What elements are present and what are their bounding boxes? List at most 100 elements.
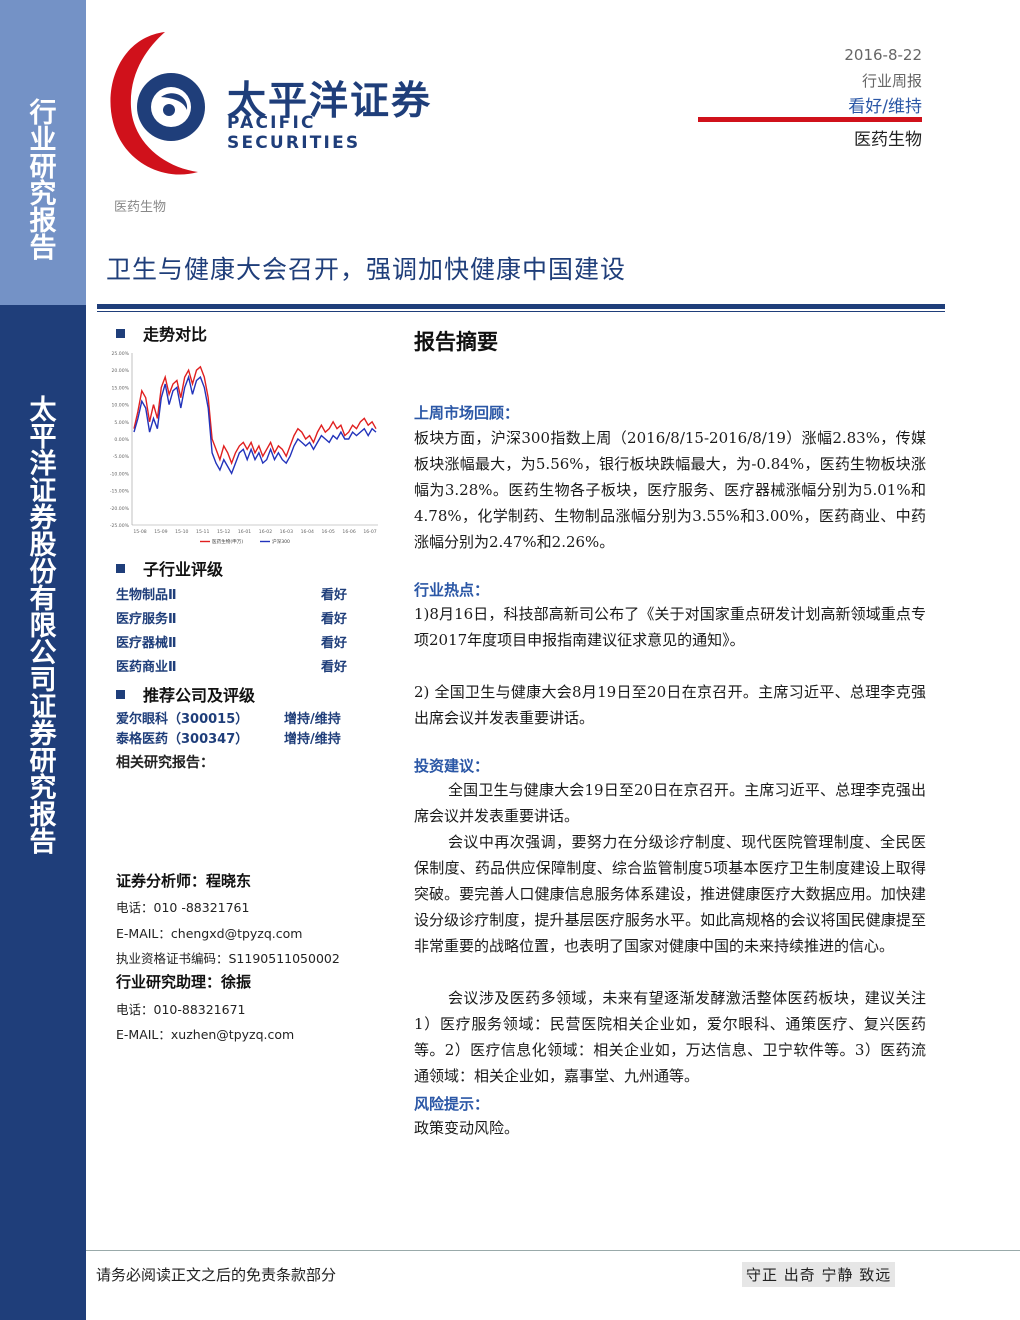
vertical-char: 究 <box>29 179 57 210</box>
hotspot-text-1: 1)8月16日，科技部高新司公布了《关于对国家重点研发计划高新领域重点专项201… <box>414 605 926 649</box>
vertical-char: 限 <box>29 611 57 642</box>
vertical-char: 有 <box>29 584 57 615</box>
analyst-email[interactable]: E-MAIL：chengxd@tpyzq.com <box>116 926 303 941</box>
industry-rating: 看好/维持 <box>848 97 922 117</box>
vertical-char: 平 <box>29 422 57 453</box>
trend-chart: 25.00% 20.00% 15.00% 10.00% 5.00% 0.00% -5.00%… <box>110 351 378 545</box>
y-tick-label: 25.00% <box>111 351 129 357</box>
x-tick-label: 15-11 <box>196 529 209 535</box>
vertical-company-name: 太平洋证券股份有限公司证券研究报告 <box>0 397 86 856</box>
investment-text-1: 全国卫生与健康大会19日至20日在京召开。主席习近平、总理李克强出席会议并发表重… <box>414 781 926 825</box>
chart-y-ticks: 25.00% 20.00% 15.00% 10.00% 5.00% 0.00% -5.00%… <box>110 351 130 529</box>
assistant-phone: 电话：010-88321671 <box>116 1002 246 1017</box>
recommended-heading: 推荐公司及评级 <box>116 682 255 706</box>
series-line-0 <box>133 365 377 466</box>
x-tick-label: 15-09 <box>154 529 167 535</box>
vertical-char: 证 <box>29 476 57 507</box>
y-tick-label: -10.00% <box>110 471 130 477</box>
vertical-char: 研 <box>29 152 57 183</box>
x-tick-label: 16-04 <box>301 529 314 535</box>
investment-text-3: 会议涉及医药多领域，未来有望逐渐发酵激活整体医药板块，建议关注1）医疗服务领域：… <box>414 989 926 1085</box>
vertical-char: 报 <box>29 800 57 831</box>
y-tick-label: 20.00% <box>111 368 129 374</box>
trend-heading: 走势对比 <box>116 321 207 345</box>
risk-text: 政策变动风险。 <box>414 1119 520 1137</box>
report-meta: 2016-8-22 行业周报 看好/维持 <box>844 42 922 120</box>
vertical-char: 研 <box>29 746 57 777</box>
report-kind: 行业周报 <box>861 72 922 90</box>
x-tick-label: 15-12 <box>217 529 230 535</box>
y-tick-label: 5.00% <box>114 420 129 426</box>
hotspot-text-2: 2) 全国卫生与健康大会8月19日至20日在京召开。主席习近平、总理李克强出席会… <box>414 683 926 727</box>
report-date: 2016-8-22 <box>844 46 922 64</box>
logo-chinese-text: 太平洋证券 <box>227 79 433 124</box>
vertical-report-type: 行业研究报告 <box>0 100 86 262</box>
vertical-char: 券 <box>29 719 57 750</box>
x-tick-label: 16-07 <box>363 529 376 535</box>
x-tick-label: 16-03 <box>280 529 293 535</box>
left-band-top <box>0 0 86 305</box>
x-tick-label: 16-01 <box>238 529 251 535</box>
vertical-char: 太 <box>29 395 57 426</box>
related-reports-label: 相关研究报告： <box>116 755 214 771</box>
investment-heading: 投资建议： <box>414 757 490 775</box>
analyst-name: 证券分析师：程晓东 <box>116 872 252 890</box>
y-tick-label: 10.00% <box>111 403 129 409</box>
sub-rating-row: 生物制品Ⅱ 看好 <box>116 588 348 603</box>
y-tick-label: -15.00% <box>110 489 130 495</box>
footer-motto: 守正 出奇 宁静 致远 <box>742 1262 896 1287</box>
sub-rating-row: 医疗器械Ⅱ 看好 <box>116 636 348 651</box>
assistant-email[interactable]: E-MAIL：xuzhen@tpyzq.com <box>116 1027 295 1042</box>
assistant-name: 行业研究助理：徐振 <box>116 973 252 991</box>
sub-rating-row: 医疗服务Ⅱ 看好 <box>116 612 348 627</box>
legend-label: 医药生物(申万) <box>212 538 243 545</box>
analyst-certificate: 执业资格证书编码：S1190511050002 <box>116 951 340 966</box>
market-review-text: 板块方面，沪深300指数上周（2016/8/15-2016/8/19）涨幅2.8… <box>414 429 926 551</box>
summary-title: 报告摘要 <box>414 329 498 354</box>
vertical-char: 报 <box>29 206 57 237</box>
x-tick-label: 16-05 <box>322 529 335 535</box>
x-tick-label: 16-06 <box>342 529 355 535</box>
sub-rating-row: 医药商业Ⅱ 看好 <box>116 660 348 675</box>
logo-emblem-icon <box>110 32 205 175</box>
x-tick-label: 16-02 <box>259 529 272 535</box>
investment-text-2: 会议中再次强调，要努力在分级诊疗制度、现代医院管理制度、全民医保制度、药品供应保… <box>414 833 926 955</box>
market-review-heading: 上周市场回顾： <box>414 404 520 422</box>
report-title: 卫生与健康大会召开，强调加快健康中国建设 <box>106 255 627 284</box>
y-tick-label: 15.00% <box>111 385 129 391</box>
chart-legend: 医药生物(申万) 沪深300 <box>200 538 290 545</box>
sector-label: 医药生物 <box>114 200 167 215</box>
sub-industry-heading: 子行业评级 <box>116 556 223 580</box>
company-row: 泰格医药（300347） 增持/维持 <box>116 732 341 747</box>
vertical-char: 业 <box>29 125 57 156</box>
legend-label: 沪深300 <box>272 538 290 545</box>
vertical-char: 行 <box>29 98 57 129</box>
chart-grid <box>131 353 378 526</box>
chart-lines <box>133 365 377 476</box>
vertical-char: 证 <box>29 692 57 723</box>
footer-disclaimer: 请务必阅读正文之后的免责条款部分 <box>96 1266 337 1284</box>
vertical-char: 股 <box>29 530 57 561</box>
vertical-char: 究 <box>29 773 57 804</box>
y-tick-label: -20.00% <box>110 506 130 512</box>
y-tick-label: -5.00% <box>113 454 130 460</box>
red-accent-bar <box>698 117 922 122</box>
square-bullet-icon <box>116 329 125 338</box>
logo-english-text: PACIFIC SECURITIES <box>227 113 361 153</box>
analyst-phone: 电话：010 -88321761 <box>116 900 250 915</box>
vertical-char: 份 <box>29 557 57 588</box>
vertical-char: 告 <box>29 233 57 264</box>
series-line-1 <box>133 374 377 476</box>
y-tick-label: -25.00% <box>110 523 130 529</box>
hotspot-heading: 行业热点： <box>414 581 490 599</box>
square-bullet-icon <box>116 564 125 573</box>
footer-divider <box>86 1250 1020 1251</box>
x-tick-label: 15-10 <box>175 529 188 535</box>
company-logo: 太平洋证券 PACIFIC SECURITIES <box>103 22 443 192</box>
chart-x-ticks: 15-08 15-09 15-10 15-11 15-12 16-01 16-02 16-03… <box>133 529 376 535</box>
vertical-char: 洋 <box>29 449 57 480</box>
square-bullet-icon <box>116 690 125 699</box>
title-divider-thin <box>97 311 945 312</box>
vertical-char: 司 <box>29 665 57 696</box>
left-band <box>0 0 86 1320</box>
